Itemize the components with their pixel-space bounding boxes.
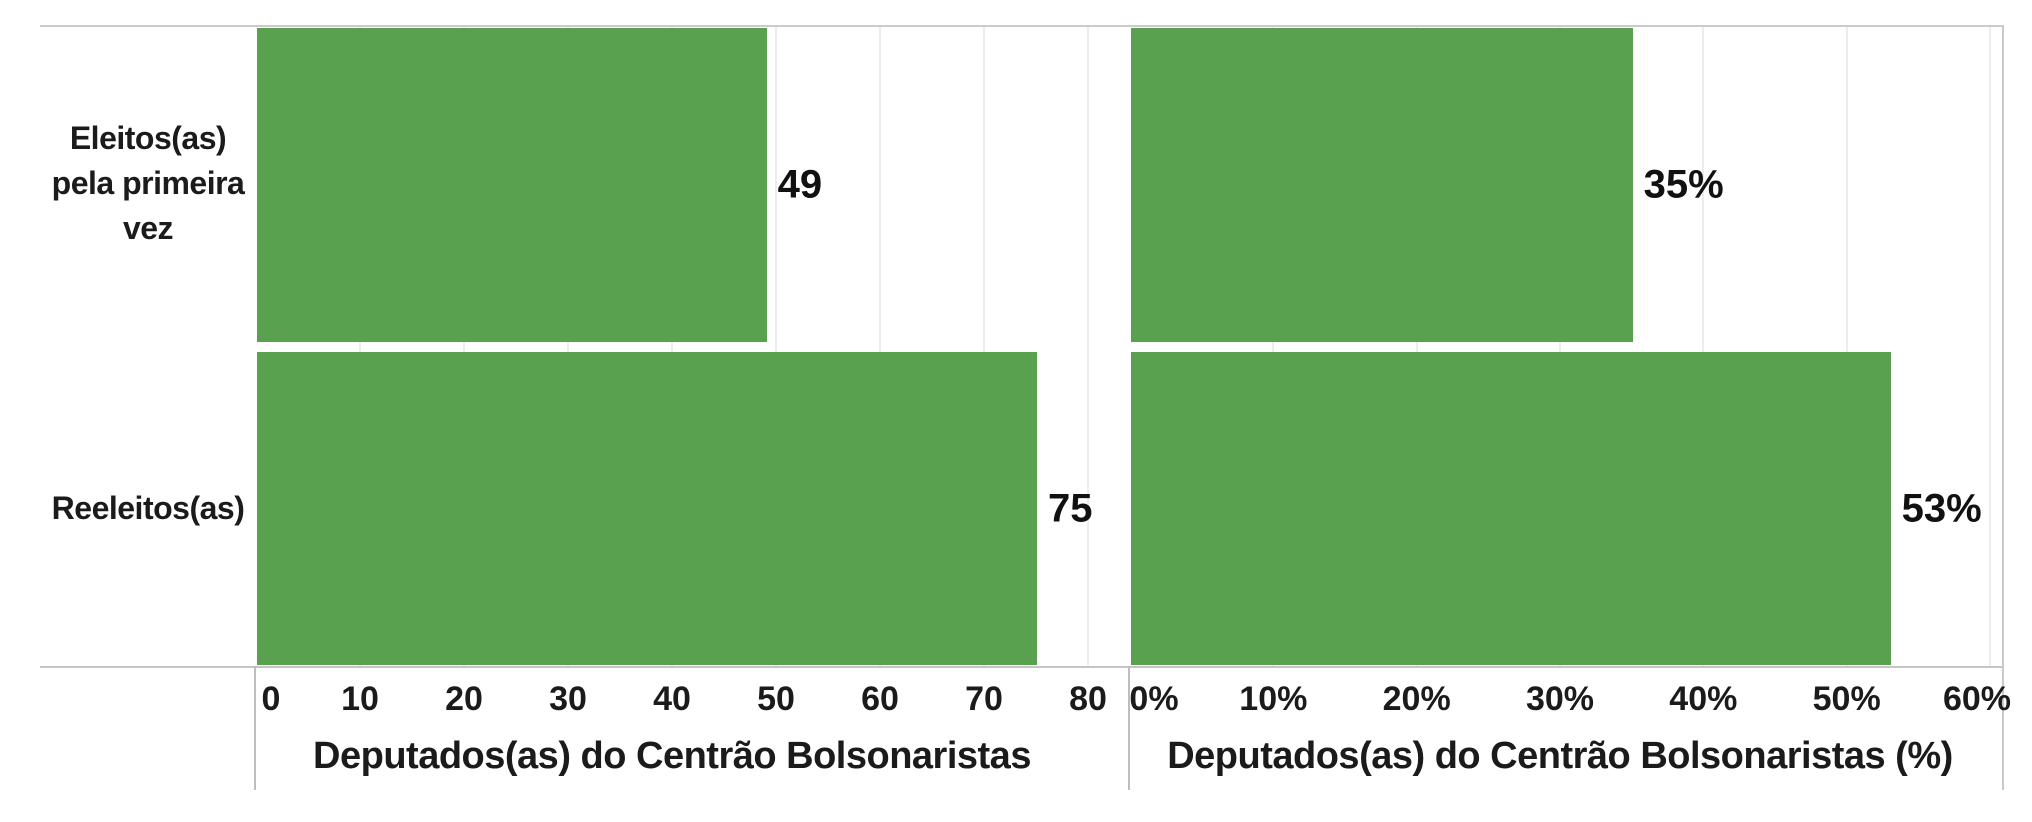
x-tick-label: 30	[549, 680, 587, 718]
gridline	[879, 27, 881, 666]
bar-eleitos-primeira-vez[interactable]	[1131, 28, 1633, 342]
x-tick-label: 20	[445, 680, 483, 718]
gridline	[775, 27, 777, 666]
gridline	[1087, 27, 1089, 666]
bar-reeleitos[interactable]	[1131, 352, 1891, 665]
gridline	[463, 27, 465, 666]
chart-right-border	[2002, 25, 2004, 790]
x-tick-label: 0	[261, 680, 281, 718]
gridline	[1559, 27, 1561, 666]
gridline	[983, 27, 985, 666]
bar-value-label: 35%	[1643, 162, 1724, 207]
bar-value-label: 49	[777, 162, 823, 207]
gridline	[1702, 27, 1705, 666]
category-label-eleitos-primeira-vez: Eleitos(as) pela primeira vez	[51, 120, 245, 246]
x-axis-title-count: Deputados(as) do Centrão Bolsonaristas	[313, 735, 1031, 777]
bar-eleitos-primeira-vez[interactable]	[257, 28, 767, 342]
x-tick-label: 20%	[1382, 680, 1451, 718]
x-tick-label: 40	[653, 680, 691, 718]
gridline	[567, 27, 569, 666]
x-tick-label: 10%	[1239, 680, 1308, 718]
category-label-reeleitos: Reeleitos(as)	[51, 490, 245, 526]
bar-value-label: 75	[1048, 486, 1093, 530]
gridline	[1845, 27, 1848, 666]
x-tick-label: 40%	[1669, 680, 1738, 718]
x-tick-label: 10	[341, 680, 379, 718]
gridline	[671, 27, 673, 666]
x-tick-label: 0%	[1129, 680, 1179, 718]
x-axis-line	[40, 666, 2004, 668]
x-tick-label: 50%	[1812, 680, 1881, 718]
x-tick-label: 80	[1069, 680, 1107, 718]
x-tick-label: 30%	[1525, 680, 1595, 718]
x-tick-label: 60	[861, 680, 899, 718]
x-axis-title-percent: Deputados(as) do Centrão Bolsonaristas (…	[1167, 735, 1953, 777]
pane-divider-left	[254, 666, 256, 790]
x-tick-label: 50	[757, 680, 795, 718]
gridline	[1272, 27, 1275, 666]
bar-reeleitos[interactable]	[257, 352, 1037, 665]
pane-divider-right	[1128, 666, 1130, 790]
gridline	[1989, 27, 1991, 666]
x-tick-label: 60%	[1942, 680, 2012, 718]
chart-top-border	[40, 25, 2004, 27]
gridline	[359, 27, 361, 666]
bar-value-label: 53%	[1901, 486, 1982, 530]
gridline	[1415, 27, 1418, 666]
x-tick-label: 70	[965, 680, 1003, 718]
